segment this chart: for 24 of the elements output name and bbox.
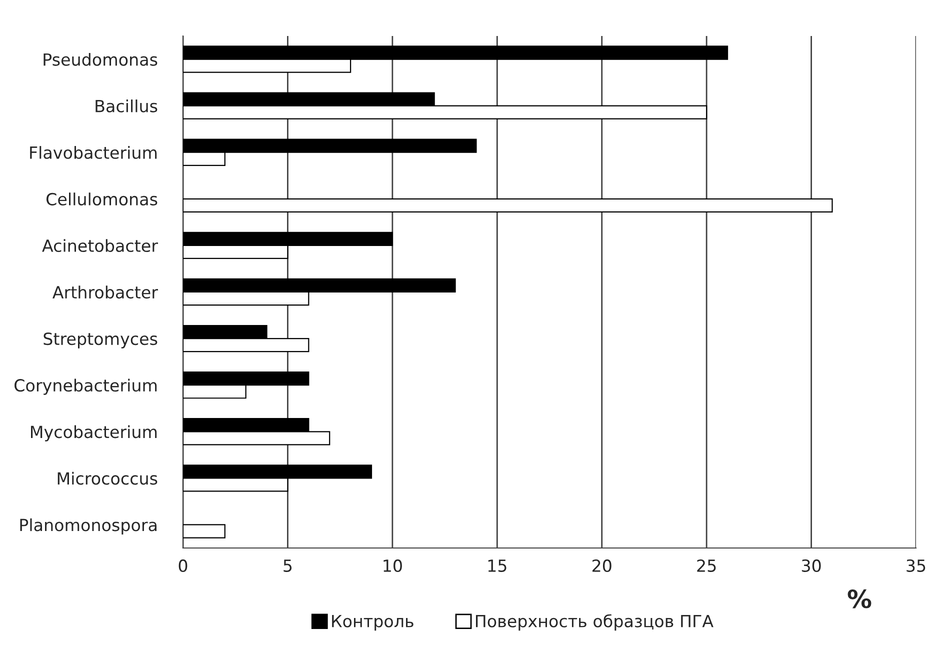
x-tick-label: 25 (697, 559, 716, 572)
y-tick-label: Cellulomonas (46, 192, 158, 206)
x-tick-label: 30 (802, 559, 821, 572)
x-tick-label: 20 (592, 559, 612, 572)
x-tick-label: 0 (178, 559, 188, 572)
bar (183, 524, 226, 538)
x-tick-label: 15 (488, 560, 506, 572)
y-tick-label: Flavobacterium (30, 146, 157, 159)
y-tick-label: Corynebacterium (14, 378, 157, 395)
legend-label: Контроль (332, 614, 414, 631)
y-tick-label: Pseudomonas (44, 52, 158, 66)
y-tick-label: Micrococcus (58, 472, 158, 485)
x-tick-label: 35 (906, 559, 926, 572)
y-tick-label: Planomonospora (20, 518, 156, 535)
x-axis-title: % (848, 589, 872, 608)
x-tick-label: 10 (384, 559, 402, 572)
x-tick-label: 5 (284, 560, 292, 572)
y-tick-label: Acinetobacter (42, 239, 158, 252)
y-tick-label: Bacillus (96, 99, 158, 112)
y-tick-label: Arthrobacter (52, 286, 158, 299)
y-tick-label: Mycobacterium (31, 425, 157, 442)
legend-label: Поверхность образцов ПГА (476, 614, 714, 631)
y-tick-label: Streptomyces (44, 332, 158, 348)
bar (183, 198, 833, 212)
